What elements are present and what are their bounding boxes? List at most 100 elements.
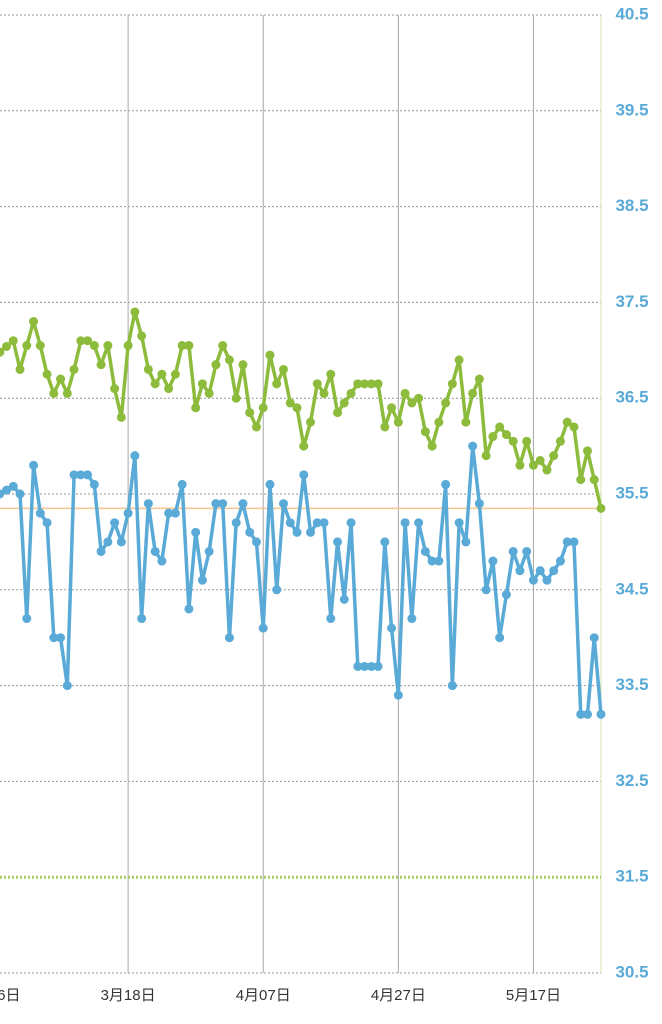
data-point — [360, 379, 370, 389]
data-point — [373, 661, 383, 671]
data-point — [204, 388, 214, 398]
data-point — [393, 417, 403, 427]
data-point — [157, 556, 167, 566]
data-point — [157, 369, 167, 379]
data-point — [258, 403, 268, 413]
data-point — [319, 518, 329, 528]
data-point — [231, 518, 241, 528]
data-point — [447, 379, 457, 389]
data-point — [83, 470, 93, 480]
data-point — [29, 317, 39, 327]
data-point — [89, 341, 99, 351]
data-point — [373, 379, 383, 389]
data-point — [366, 661, 376, 671]
y-tick-label: 34.5 — [615, 579, 648, 598]
data-point — [170, 369, 180, 379]
data-point — [0, 347, 5, 357]
data-point — [461, 537, 471, 547]
data-point — [495, 422, 505, 432]
data-point — [495, 633, 505, 643]
data-point — [69, 364, 79, 374]
y-tick-label: 36.5 — [615, 388, 648, 407]
data-point — [353, 661, 363, 671]
data-point — [542, 575, 552, 585]
data-point — [245, 408, 255, 418]
data-point — [387, 623, 397, 633]
data-point — [285, 518, 295, 528]
data-point — [299, 470, 309, 480]
data-point — [224, 633, 234, 643]
data-point — [555, 436, 565, 446]
data-point — [8, 336, 18, 346]
data-point — [569, 422, 579, 432]
data-point — [56, 633, 66, 643]
data-point — [589, 475, 599, 485]
data-point — [123, 341, 133, 351]
data-point — [116, 412, 126, 422]
data-point — [393, 690, 403, 700]
data-point — [380, 537, 390, 547]
data-point — [427, 441, 437, 451]
data-point — [299, 441, 309, 451]
data-point — [110, 384, 120, 394]
data-point — [42, 369, 52, 379]
data-point — [204, 546, 214, 556]
data-point — [197, 575, 207, 585]
data-point — [15, 364, 25, 374]
data-point — [143, 364, 153, 374]
x-tick-label: 3月18日 — [101, 987, 156, 1004]
y-tick-label: 38.5 — [615, 196, 648, 215]
data-point — [177, 479, 187, 489]
y-tick-label: 32.5 — [615, 771, 648, 790]
data-point — [596, 503, 606, 513]
x-tick-label: 4月27日 — [371, 987, 426, 1004]
data-point — [366, 379, 376, 389]
data-point — [191, 527, 201, 537]
data-point — [515, 460, 525, 470]
data-point — [83, 336, 93, 346]
data-point — [231, 393, 241, 403]
data-point — [251, 537, 261, 547]
y-tick-label: 40.5 — [615, 4, 648, 23]
x-tick-label: 4月07日 — [236, 987, 291, 1004]
data-point — [218, 499, 228, 509]
data-point — [29, 460, 39, 470]
data-point — [89, 479, 99, 489]
data-point — [211, 499, 221, 509]
data-point — [76, 470, 86, 480]
data-point — [56, 374, 66, 384]
data-point — [582, 709, 592, 719]
data-point — [339, 594, 349, 604]
data-point — [569, 537, 579, 547]
data-point — [265, 479, 275, 489]
y-tick-label: 31.5 — [615, 867, 648, 886]
data-point — [535, 566, 545, 576]
data-point — [251, 422, 261, 432]
data-point — [35, 508, 45, 518]
x-tick-label: 5月17日 — [506, 987, 561, 1004]
data-point — [177, 341, 187, 351]
y-tick-label: 33.5 — [615, 675, 648, 694]
data-point — [468, 388, 478, 398]
data-point — [292, 403, 302, 413]
data-point — [22, 341, 32, 351]
data-point — [8, 481, 18, 491]
data-point — [555, 556, 565, 566]
data-point — [258, 623, 268, 633]
data-point — [272, 379, 282, 389]
data-point — [528, 460, 538, 470]
data-point — [137, 614, 147, 624]
data-point — [380, 422, 390, 432]
data-point — [582, 446, 592, 456]
data-point — [441, 398, 451, 408]
data-point — [535, 455, 545, 465]
data-point — [360, 661, 370, 671]
data-point — [272, 585, 282, 595]
data-point — [414, 518, 424, 528]
data-point — [447, 681, 457, 691]
data-point — [211, 360, 221, 370]
data-point — [333, 408, 343, 418]
data-point — [319, 388, 329, 398]
data-point — [292, 527, 302, 537]
data-point — [35, 341, 45, 351]
